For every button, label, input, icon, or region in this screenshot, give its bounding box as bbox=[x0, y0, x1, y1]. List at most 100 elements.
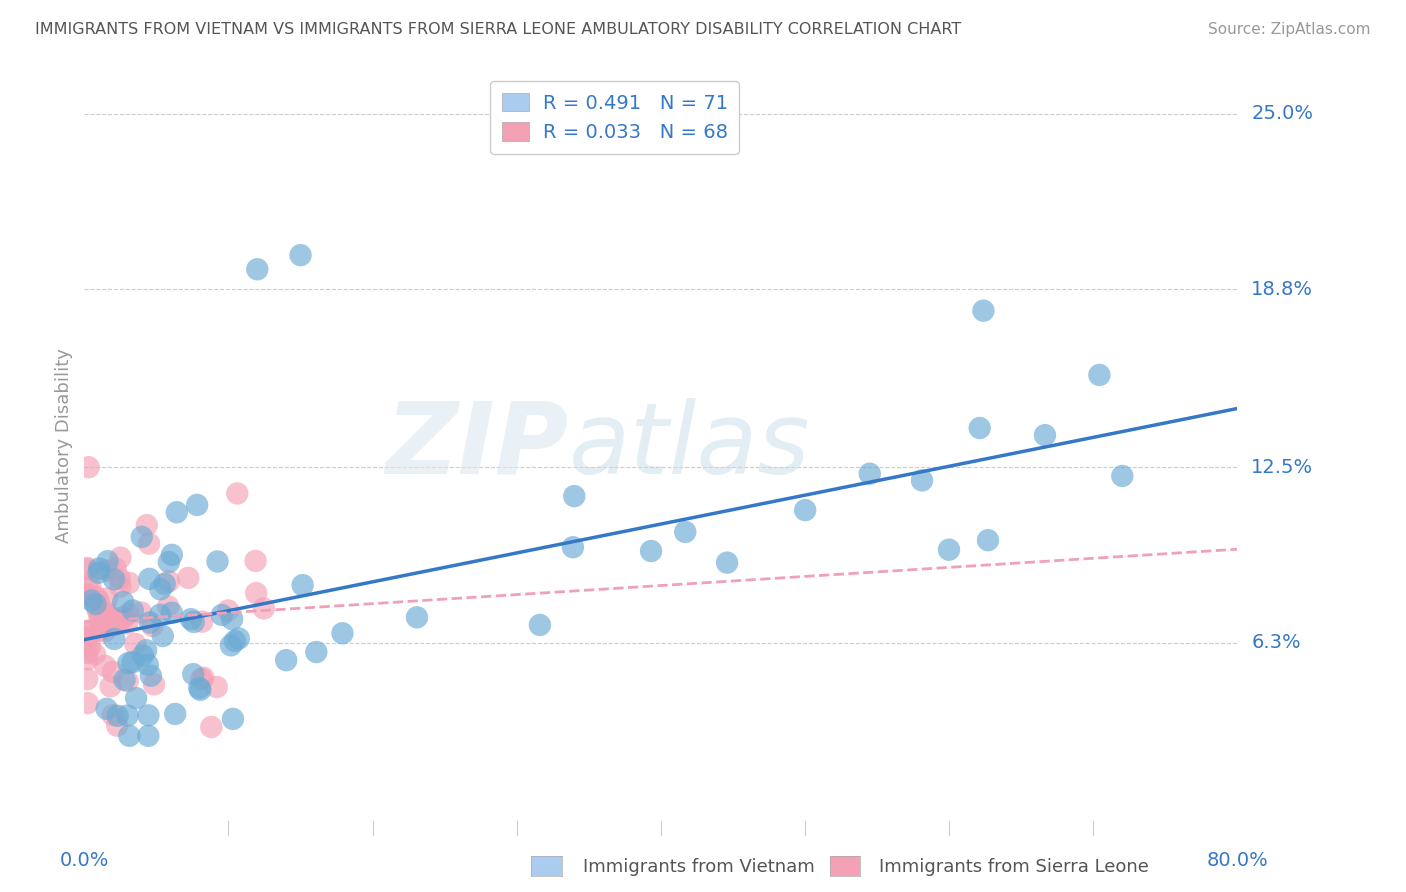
Point bbox=[139, 615, 162, 630]
Point bbox=[110, 579, 132, 593]
Point bbox=[332, 626, 354, 640]
Point bbox=[76, 624, 98, 638]
Point bbox=[200, 720, 222, 734]
Point bbox=[794, 503, 817, 517]
Y-axis label: Ambulatory Disability: Ambulatory Disability bbox=[55, 349, 73, 543]
Point bbox=[217, 603, 239, 617]
Point bbox=[77, 460, 100, 475]
Point bbox=[76, 646, 98, 660]
Point bbox=[104, 561, 127, 575]
Text: 12.5%: 12.5% bbox=[1251, 458, 1313, 476]
Point bbox=[115, 616, 138, 631]
Point bbox=[253, 601, 276, 615]
Text: 6.3%: 6.3% bbox=[1251, 633, 1301, 652]
Point bbox=[135, 518, 157, 533]
Point bbox=[105, 719, 128, 733]
Point bbox=[224, 634, 246, 648]
Point bbox=[276, 653, 298, 667]
Point bbox=[143, 677, 166, 691]
Point bbox=[79, 579, 101, 593]
Point bbox=[96, 564, 118, 578]
Point bbox=[100, 679, 122, 693]
Point bbox=[640, 544, 662, 558]
Point bbox=[180, 612, 202, 626]
Point bbox=[77, 626, 100, 640]
Point bbox=[938, 542, 960, 557]
Point bbox=[96, 613, 118, 627]
Point bbox=[221, 612, 243, 626]
Point bbox=[135, 643, 157, 657]
Point bbox=[152, 629, 174, 643]
Point bbox=[108, 572, 131, 586]
Legend: R = 0.491   N = 71, R = 0.033   N = 68: R = 0.491 N = 71, R = 0.033 N = 68 bbox=[491, 81, 740, 154]
Point bbox=[111, 610, 134, 624]
Point bbox=[222, 712, 245, 726]
Point bbox=[76, 587, 98, 601]
Point bbox=[80, 593, 103, 607]
Point bbox=[117, 674, 139, 689]
Point bbox=[86, 591, 108, 605]
Point bbox=[125, 691, 148, 706]
Point bbox=[972, 303, 994, 318]
Point bbox=[290, 248, 312, 262]
Point bbox=[121, 603, 143, 617]
Point bbox=[139, 669, 162, 683]
Point bbox=[149, 607, 172, 622]
Point bbox=[977, 533, 1000, 548]
Point bbox=[177, 571, 200, 585]
Text: Immigrants from Sierra Leone: Immigrants from Sierra Leone bbox=[879, 858, 1149, 876]
Point bbox=[90, 611, 112, 625]
Point bbox=[190, 682, 212, 697]
Point bbox=[96, 609, 118, 624]
Point bbox=[84, 597, 107, 611]
Point bbox=[406, 610, 429, 624]
Point bbox=[219, 638, 242, 652]
Point bbox=[76, 672, 98, 686]
Point bbox=[245, 554, 267, 568]
Point bbox=[110, 550, 132, 565]
Point bbox=[181, 667, 204, 681]
Point bbox=[183, 615, 205, 629]
Point bbox=[101, 618, 124, 632]
Point bbox=[160, 548, 183, 562]
Point bbox=[101, 611, 124, 625]
Point bbox=[1033, 428, 1056, 442]
Point bbox=[94, 659, 117, 673]
Point bbox=[93, 624, 115, 639]
Point bbox=[191, 615, 214, 629]
Point bbox=[90, 620, 112, 634]
Point bbox=[101, 708, 124, 723]
Point bbox=[121, 655, 143, 669]
Point bbox=[77, 631, 100, 645]
Point bbox=[124, 637, 146, 651]
Point bbox=[114, 673, 136, 687]
Point bbox=[246, 262, 269, 277]
Point bbox=[111, 613, 134, 627]
Point bbox=[157, 599, 180, 614]
Point bbox=[76, 580, 98, 594]
Text: Source: ZipAtlas.com: Source: ZipAtlas.com bbox=[1208, 22, 1371, 37]
Point bbox=[117, 656, 139, 670]
Point bbox=[193, 671, 215, 685]
Point bbox=[86, 603, 108, 617]
Point bbox=[132, 648, 155, 663]
Point bbox=[76, 637, 98, 651]
Point bbox=[103, 632, 125, 646]
Point bbox=[94, 606, 117, 620]
Text: IMMIGRANTS FROM VIETNAM VS IMMIGRANTS FROM SIERRA LEONE AMBULATORY DISABILITY CO: IMMIGRANTS FROM VIETNAM VS IMMIGRANTS FR… bbox=[35, 22, 962, 37]
Point bbox=[561, 540, 583, 554]
Point bbox=[138, 708, 160, 723]
Point bbox=[76, 652, 98, 666]
Point bbox=[969, 421, 991, 435]
Point bbox=[153, 577, 176, 591]
Point bbox=[136, 729, 159, 743]
Point bbox=[97, 554, 120, 568]
Point bbox=[291, 578, 314, 592]
Point bbox=[103, 572, 125, 586]
Text: ZIP: ZIP bbox=[385, 398, 568, 494]
Point bbox=[76, 561, 98, 575]
Point bbox=[188, 681, 211, 695]
Point bbox=[138, 536, 160, 550]
Point bbox=[157, 574, 180, 589]
Point bbox=[562, 489, 585, 503]
